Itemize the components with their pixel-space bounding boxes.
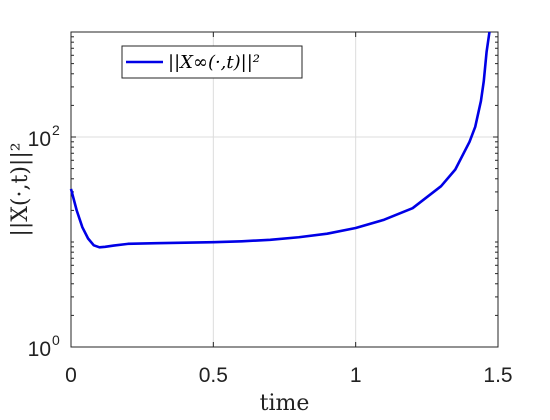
y-tick-label-exponent: 2 [52, 122, 60, 138]
x-axis-label: time [260, 391, 310, 416]
x-tick-label: 0.5 [199, 364, 228, 387]
legend-label: ||X∞(·,t)||² [168, 52, 260, 73]
grid [70, 32, 499, 348]
axis-ticks [70, 32, 499, 348]
x-tick-label: 0 [65, 364, 77, 387]
y-tick-label: 10 0 [28, 332, 60, 361]
y-tick-label-base: 10 [28, 338, 51, 361]
x-tick-labels: 0 0.5 1 1.5 [65, 364, 512, 387]
x-tick-label: 1 [350, 364, 362, 387]
y-tick-label-exponent: 0 [52, 332, 60, 348]
series-line [69, 31, 491, 249]
plot-frame [70, 31, 499, 348]
x-tick-label: 1.5 [483, 364, 512, 387]
y-axis-label: ||X(·,t)||² [8, 142, 33, 236]
y-tick-label-base: 10 [28, 128, 51, 151]
legend: ||X∞(·,t)||² [121, 45, 303, 79]
y-tick-label: 10 2 [28, 122, 60, 151]
